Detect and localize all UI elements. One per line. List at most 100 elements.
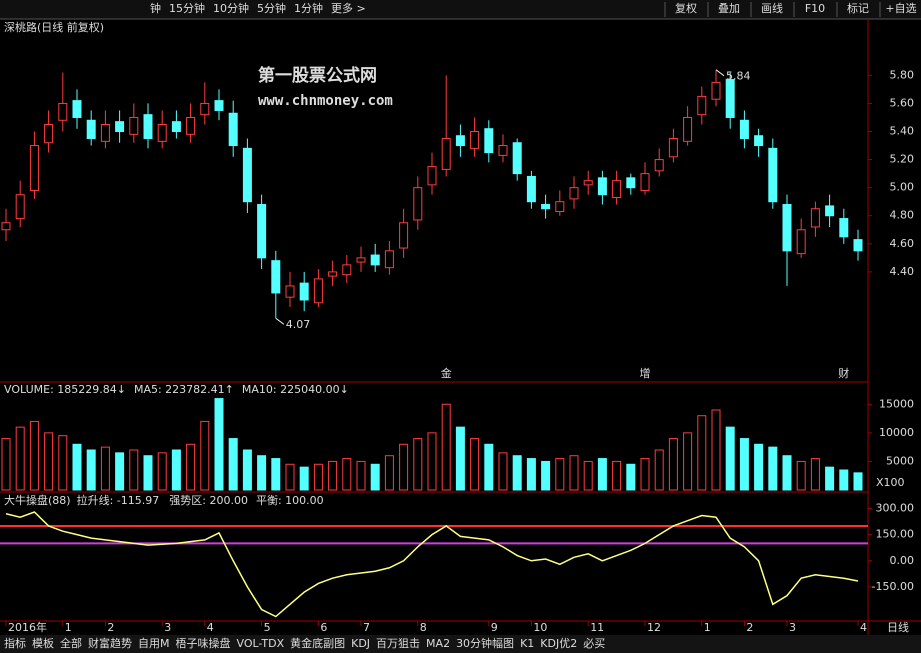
tab[interactable]: 全部 xyxy=(60,636,82,650)
volume-bar xyxy=(342,458,352,491)
volume-bar xyxy=(654,449,664,491)
candle-body xyxy=(72,100,82,118)
candle-body xyxy=(427,166,437,186)
volume-bar xyxy=(29,420,39,491)
tab[interactable]: 必买 xyxy=(583,637,605,650)
candle-body xyxy=(640,173,650,191)
candle-body xyxy=(597,177,607,196)
toolbar-button[interactable]: 标记 xyxy=(847,1,869,15)
candle-body xyxy=(1,222,11,231)
tab[interactable]: KDJ xyxy=(351,637,370,650)
date-label: 2 xyxy=(746,621,753,634)
toolbar-item[interactable]: 1分钟 xyxy=(294,1,323,15)
volume-bar xyxy=(72,443,82,491)
toolbar-item[interactable]: 5分钟 xyxy=(257,1,286,15)
toolbar-button[interactable]: 复权 xyxy=(675,1,697,15)
candle-body xyxy=(285,285,295,298)
volume-bar xyxy=(626,463,636,491)
candle-body xyxy=(214,100,224,111)
period-button[interactable]: 日线 xyxy=(887,620,909,634)
indicator-title: 大牛操盘(88) xyxy=(4,493,71,507)
tab[interactable]: K1 xyxy=(520,637,534,650)
candle-body xyxy=(583,180,593,186)
y-tick-label: 10000 xyxy=(879,426,914,439)
volume-bar xyxy=(441,403,451,491)
toolbar-button[interactable]: 画线 xyxy=(761,1,783,15)
candle-body xyxy=(697,95,707,116)
tab[interactable]: 黄金底副图 xyxy=(290,636,345,650)
candle-body xyxy=(29,145,39,191)
volume-bar xyxy=(839,469,849,491)
tab[interactable]: 自用M xyxy=(138,637,170,650)
extreme-marker xyxy=(275,317,285,325)
y-tick-label: 4.40 xyxy=(890,265,915,278)
date-label: 8 xyxy=(420,621,427,634)
date-label: 6 xyxy=(320,621,327,634)
tab[interactable]: 梧子味操盘 xyxy=(176,636,231,650)
volume-bar xyxy=(15,426,25,491)
event-marker[interactable]: 金 xyxy=(441,366,452,380)
candle-body xyxy=(498,145,508,156)
toolbar-item[interactable]: 钟 xyxy=(150,1,161,15)
candle-body xyxy=(257,204,267,259)
candle-body xyxy=(825,205,835,217)
candle-body xyxy=(313,278,323,304)
volume-bar xyxy=(171,449,181,491)
volume-bar xyxy=(200,420,210,491)
y-tick-label: 5.00 xyxy=(890,181,915,194)
volume-bar xyxy=(413,438,423,491)
volume-bar xyxy=(512,455,522,491)
candle-body xyxy=(15,194,25,220)
toolbar-item[interactable]: 15分钟 xyxy=(169,1,205,15)
candle-body xyxy=(100,123,110,142)
date-label: 3 xyxy=(789,621,796,634)
volume-bar xyxy=(768,446,778,491)
toolbar-button[interactable]: 叠加 xyxy=(718,2,740,15)
tab[interactable]: 百万狙击 xyxy=(376,637,420,650)
volume-bar xyxy=(498,452,508,491)
volume-bar xyxy=(555,458,565,491)
tab[interactable]: 财富趋势 xyxy=(88,636,132,650)
y-tick-label: 15000 xyxy=(879,397,914,410)
date-label: 4 xyxy=(860,621,867,634)
candle-body xyxy=(626,177,636,189)
volume-bar xyxy=(697,415,707,491)
date-label: 4 xyxy=(207,621,214,634)
event-marker[interactable]: 财 xyxy=(838,366,849,380)
tab[interactable]: KDJ优2 xyxy=(540,637,577,650)
toolbar-button[interactable]: F10 xyxy=(805,2,825,15)
volume-header: MA5: 223782.41↑ xyxy=(134,383,234,396)
candle-body xyxy=(441,138,451,170)
tab[interactable]: VOL-TDX xyxy=(237,637,285,650)
date-label: 9 xyxy=(491,621,498,634)
date-label: 10 xyxy=(533,621,547,634)
volume-bar xyxy=(143,455,153,491)
volume-bar xyxy=(299,466,309,491)
candle-body xyxy=(654,159,664,172)
date-label: 7 xyxy=(363,621,370,634)
toolbar-item[interactable]: 10分钟 xyxy=(213,1,249,15)
volume-bar xyxy=(1,438,11,491)
volume-bar xyxy=(384,455,394,491)
candle-body xyxy=(370,254,380,266)
candle-body xyxy=(853,239,863,252)
tab[interactable]: MA2 xyxy=(426,637,450,650)
event-marker[interactable]: 增 xyxy=(640,366,651,380)
extreme-label: 5.84 xyxy=(726,70,751,83)
candle-body xyxy=(711,81,721,100)
volume-bar xyxy=(214,398,224,491)
tab[interactable]: 指标 xyxy=(4,636,26,650)
volume-bar xyxy=(470,438,480,491)
candle-body xyxy=(683,116,693,142)
extreme-label: 4.07 xyxy=(286,318,311,331)
volume-bar xyxy=(399,443,409,491)
candle-body xyxy=(839,218,849,238)
toolbar-item[interactable]: 更多 > xyxy=(331,1,366,15)
volume-bar xyxy=(853,472,863,491)
tab[interactable]: 模板 xyxy=(32,636,54,650)
tab[interactable]: 30分钟幅图 xyxy=(456,636,514,650)
volume-bar xyxy=(541,460,551,491)
volume-bar xyxy=(328,460,338,491)
toolbar-button[interactable]: +自选 xyxy=(885,2,916,15)
